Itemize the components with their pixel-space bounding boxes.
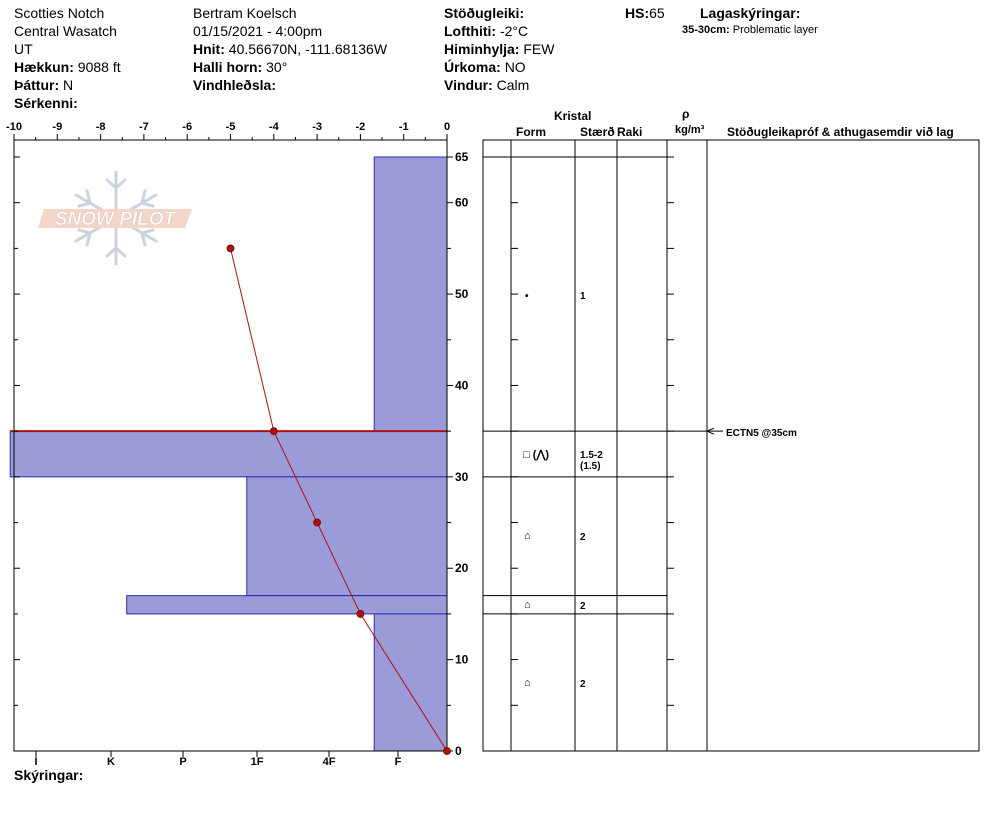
aspect-label: Þáttur: — [14, 77, 60, 93]
temp-tick-label-0: -10 — [6, 121, 22, 133]
height-tick-label-1: 10 — [455, 653, 469, 667]
row-4-form: ⌂ — [524, 599, 531, 611]
temp-tick-label-9: -1 — [399, 121, 409, 133]
temperature-point-1 — [226, 244, 235, 253]
moisture-label: Raki — [617, 125, 643, 139]
layer-note-range: 35-30cm: — [682, 24, 730, 36]
height-tick-label-3: 30 — [455, 470, 469, 484]
crystal-label: Kristal — [554, 109, 592, 123]
form-label: Form — [516, 125, 546, 139]
observer: Bertram Koelsch — [193, 5, 297, 21]
row-1-size: 1 — [580, 291, 586, 302]
air-temp-value: -2°C — [499, 23, 529, 39]
temp-tick-label-2: -8 — [96, 121, 106, 133]
temp-tick-label-4: -6 — [182, 121, 192, 133]
temp-tick-label-8: -2 — [356, 121, 366, 133]
hardness-tick-label-0: I — [34, 756, 37, 768]
range: Central Wasatch — [14, 23, 117, 39]
layer-note: 35-30cm: Problematic layer — [682, 24, 818, 37]
hs-label: HS: — [625, 5, 650, 21]
density-rho: ρ — [682, 107, 690, 121]
temperature-point-5 — [443, 747, 451, 755]
hardness-tick-label-2: P — [179, 756, 186, 768]
aspect-value: N — [63, 77, 74, 93]
layer-note-text: Problematic layer — [732, 24, 818, 36]
aspect: Þáttur: N — [14, 77, 73, 93]
row-3-form: ⌂ — [524, 530, 531, 542]
sky-label: Himinhylja: — [444, 41, 520, 57]
hardness-bar-1 — [373, 156, 448, 432]
snow-pilot-logo: SNOW PILOT — [38, 170, 192, 266]
temp-tick-label-3: -7 — [139, 121, 149, 133]
temp-tick-label-6: -4 — [269, 121, 280, 133]
density-unit: kg/m³ — [675, 124, 705, 136]
coords-value: 40.56670N, -111.68136W — [228, 41, 388, 57]
hardness-bar-4 — [126, 595, 448, 615]
height-tick-label-7: 65 — [455, 150, 469, 164]
hardness-tick-label-5: F — [395, 756, 402, 768]
slope: Halli horn: 30° — [193, 59, 287, 75]
stability-test-result: ECTN5 @35cm — [726, 428, 797, 439]
logo-text: SNOW PILOT — [55, 209, 177, 230]
row-2-size: 1.5-2 — [580, 450, 603, 461]
coordinates: Hnit: 40.56670N, -111.68136W — [193, 41, 387, 57]
stability-test-arrow — [705, 427, 715, 435]
height-tick-label-5: 50 — [455, 287, 469, 301]
height-tick-label-4: 40 — [455, 378, 469, 392]
hardness-tick-label-3: 1F — [251, 756, 264, 768]
precip-label: Úrkoma: — [444, 59, 501, 75]
hs-value: 65 — [649, 5, 665, 21]
temperature-point-2 — [269, 427, 278, 436]
hardness-bar-5 — [373, 613, 448, 752]
precip: Úrkoma: NO — [444, 59, 526, 75]
tests-label: Stöðugleikapróf & athugasemdir við lag — [727, 125, 954, 139]
snow-height: HS:65 — [625, 5, 665, 21]
row-2-size-avg: (1.5) — [580, 461, 601, 472]
height-tick-label-0: 0 — [455, 744, 462, 758]
datetime: 01/15/2021 - 4:00pm — [193, 23, 323, 39]
notes-label: Skýringar: — [14, 767, 84, 783]
row-1-form: • — [525, 291, 529, 302]
slope-value: 30° — [266, 59, 288, 75]
sky-value: FEW — [523, 41, 555, 57]
height-tick-label-2: 20 — [455, 561, 469, 575]
location: Scotties Notch — [14, 5, 105, 21]
elevation-value: 9088 ft — [77, 59, 121, 75]
air-temp: Lofthiti: -2°C — [444, 23, 528, 39]
air-temp-label: Lofthiti: — [444, 23, 497, 39]
precip-value: NO — [504, 59, 526, 75]
row-5-form: ⌂ — [524, 677, 531, 689]
temp-tick-label-5: -5 — [226, 121, 236, 133]
row-2-form: □ (⋀) — [523, 449, 550, 461]
temperature-point-3 — [313, 518, 322, 527]
temperature-point-4 — [356, 610, 365, 618]
row-4-size: 2 — [580, 601, 586, 612]
hardness-bar-2 — [9, 430, 448, 478]
table-frame — [482, 139, 980, 752]
stability-label: Stöðugleiki: — [444, 5, 525, 21]
size-label: Stærð — [580, 125, 615, 139]
features-label: Sérkenni: — [14, 95, 78, 111]
row-3-size: 2 — [580, 532, 586, 543]
wind-value: Calm — [496, 77, 530, 93]
slope-label: Halli horn: — [193, 59, 263, 75]
temp-tick-label-10: 0 — [444, 121, 450, 133]
hardness-tick-label-1: K — [107, 756, 115, 768]
row-5-size: 2 — [580, 679, 586, 690]
wind: Vindur: Calm — [444, 77, 529, 93]
temp-tick-label-1: -9 — [52, 121, 62, 133]
coords-label: Hnit: — [193, 41, 225, 57]
wind-loading-label: Vindhleðsla: — [193, 77, 276, 93]
layer-notes-label: Lagaskýringar: — [700, 5, 801, 21]
elevation: Hækkun: 9088 ft — [14, 59, 121, 75]
hardness-tick-label-4: 4F — [323, 756, 336, 768]
hardness-bar-3 — [246, 476, 448, 597]
height-tick-label-6: 60 — [455, 196, 469, 210]
wind-label: Vindur: — [444, 77, 493, 93]
temp-tick-label-7: -3 — [312, 121, 322, 133]
elevation-label: Hækkun: — [14, 59, 74, 75]
state: UT — [14, 41, 33, 57]
sky: Himinhylja: FEW — [444, 41, 554, 57]
